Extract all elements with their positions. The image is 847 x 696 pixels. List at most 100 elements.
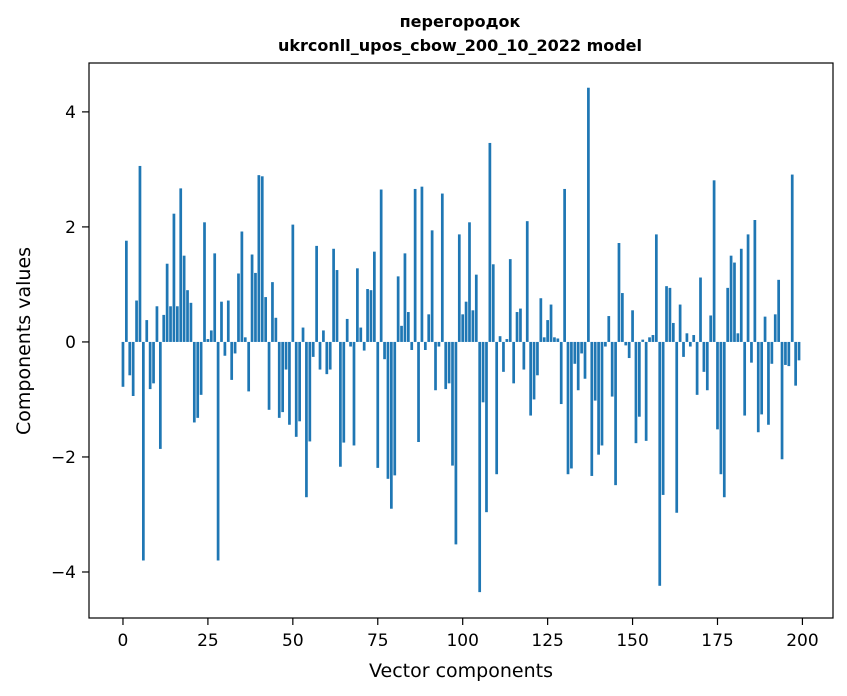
bar <box>308 341 312 442</box>
bar <box>794 341 797 386</box>
bar <box>172 213 176 342</box>
bar <box>682 341 685 357</box>
bar <box>668 287 672 342</box>
x-tick-label: 175 <box>701 631 733 651</box>
bar <box>230 341 234 380</box>
bar <box>566 341 570 475</box>
x-tick-label: 200 <box>786 631 818 651</box>
bar <box>379 189 383 342</box>
chart-subtitle: ukrconll_upos_cbow_200_10_2022 model <box>278 36 642 55</box>
bar <box>403 253 407 342</box>
bar <box>260 176 264 342</box>
bar <box>264 297 268 342</box>
bar <box>145 320 149 342</box>
bar <box>271 282 274 342</box>
bar <box>726 287 730 342</box>
bar <box>325 341 329 375</box>
bar <box>481 341 485 403</box>
bar <box>610 341 614 397</box>
bar <box>281 341 285 413</box>
bar <box>301 327 305 342</box>
bars-group <box>121 87 801 593</box>
bar <box>716 341 719 430</box>
bar <box>746 234 750 342</box>
bar <box>148 341 152 390</box>
bar <box>553 337 556 342</box>
bar <box>209 330 213 342</box>
bar <box>359 327 363 342</box>
bar <box>739 248 743 342</box>
bar <box>539 298 543 342</box>
bar <box>519 308 522 342</box>
bar <box>247 341 251 392</box>
bar <box>138 165 142 342</box>
bar <box>128 341 132 376</box>
bar <box>203 222 206 342</box>
bar <box>345 318 349 342</box>
bar <box>373 251 376 342</box>
bar <box>767 341 770 425</box>
bar <box>546 320 549 342</box>
bar <box>495 341 499 475</box>
bar <box>583 341 587 379</box>
bar <box>155 306 159 342</box>
bar <box>604 341 607 347</box>
bar <box>658 341 662 586</box>
x-tick-label: 50 <box>282 631 304 651</box>
bar <box>637 341 641 417</box>
bar <box>692 335 696 342</box>
bar <box>352 341 356 446</box>
bar <box>267 341 271 410</box>
bar <box>648 337 651 342</box>
bar <box>671 322 675 342</box>
bar <box>478 341 482 593</box>
bar <box>226 300 230 342</box>
bar <box>335 270 339 342</box>
bar <box>233 341 237 354</box>
bar <box>237 273 240 342</box>
bar <box>322 330 325 342</box>
bar <box>318 341 322 370</box>
bar <box>471 310 475 342</box>
bar <box>366 289 369 342</box>
bar <box>175 306 179 342</box>
bar <box>563 188 566 342</box>
bar <box>349 341 352 347</box>
bar <box>661 341 665 495</box>
x-tick-label: 125 <box>531 631 563 651</box>
bar <box>654 234 658 342</box>
bar <box>141 341 145 561</box>
bar <box>121 341 125 387</box>
bar <box>736 333 740 342</box>
bar <box>417 341 420 443</box>
bar <box>389 341 393 509</box>
bar <box>196 341 200 418</box>
bar <box>780 341 784 460</box>
bar <box>206 339 210 342</box>
bar <box>505 339 509 342</box>
bar <box>400 325 403 342</box>
bar <box>678 304 682 342</box>
bar <box>294 341 298 437</box>
bar <box>284 341 288 370</box>
bar <box>502 341 505 372</box>
bar <box>580 341 583 354</box>
bar <box>305 341 308 498</box>
bar <box>508 259 512 342</box>
bar <box>223 341 227 356</box>
bar <box>651 335 655 342</box>
bar <box>125 240 128 342</box>
bar <box>135 300 138 342</box>
bar <box>291 224 295 342</box>
bar <box>216 341 220 561</box>
bar <box>152 341 155 384</box>
bar <box>447 341 451 384</box>
bar <box>777 279 781 342</box>
bar <box>614 341 617 486</box>
bar <box>695 341 699 395</box>
bar <box>165 263 169 342</box>
bar <box>536 341 539 376</box>
bar <box>631 310 634 342</box>
bar <box>254 272 257 342</box>
